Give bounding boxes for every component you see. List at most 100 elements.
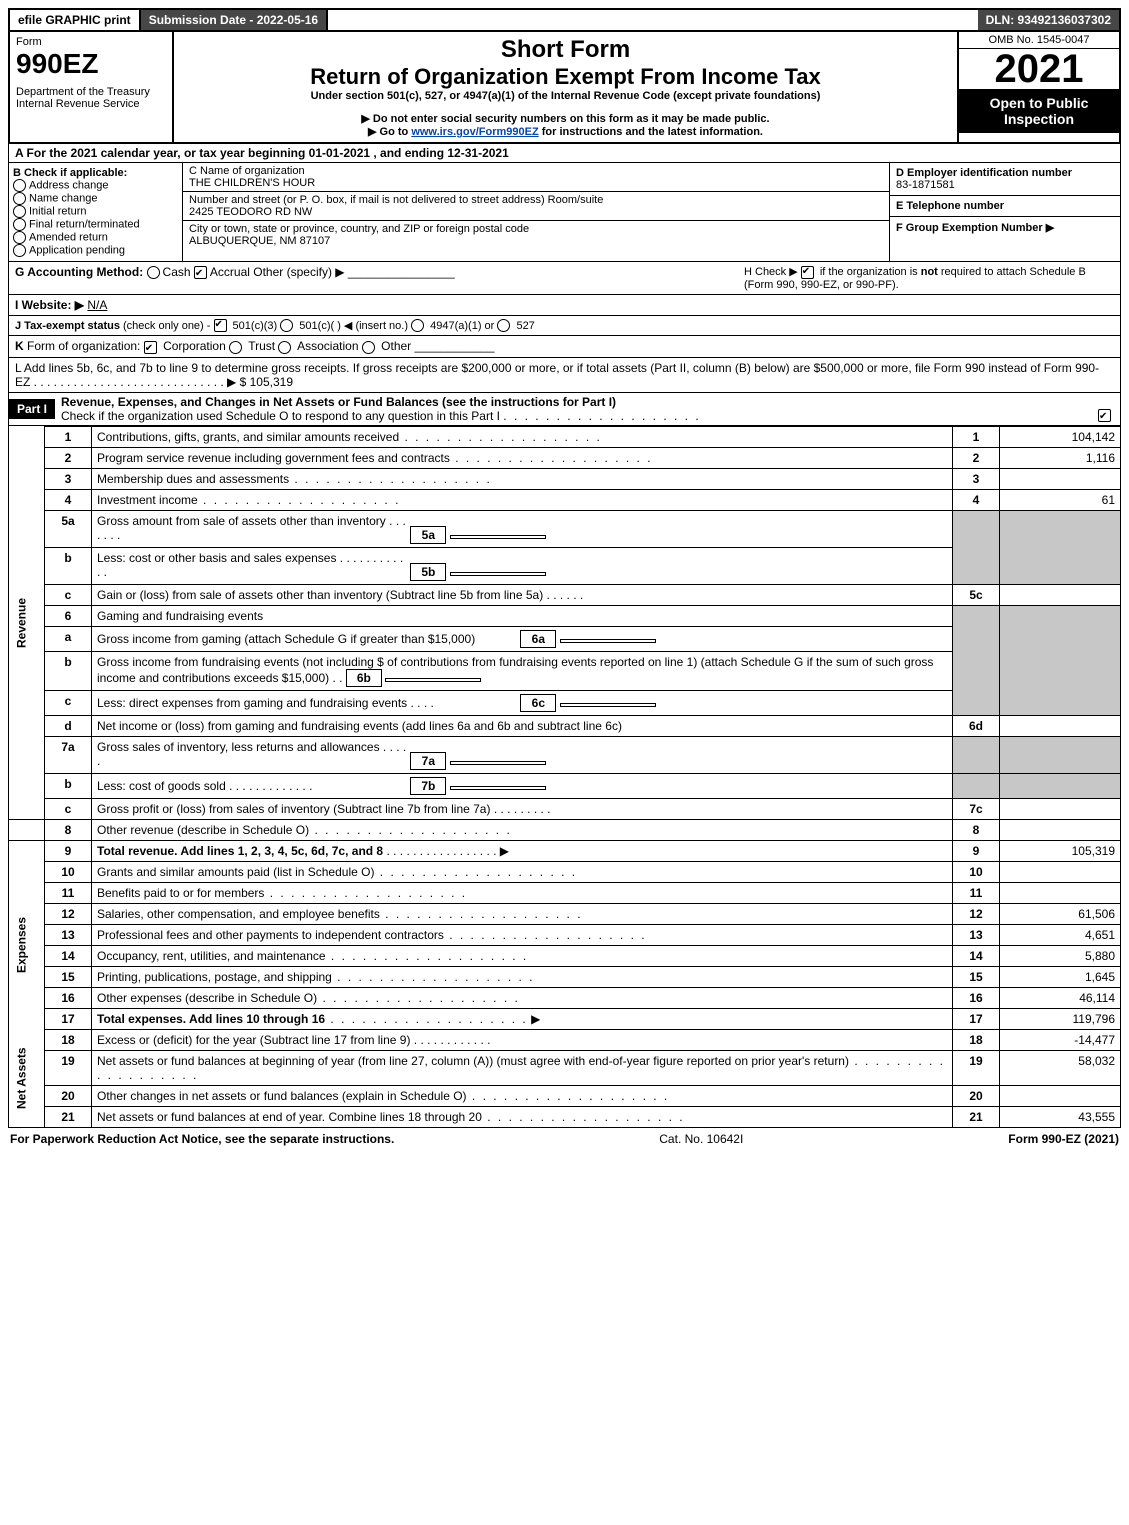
line-7a: Gross sales of inventory, less returns a…	[92, 736, 953, 773]
chk-association[interactable]	[278, 341, 291, 354]
line-9: Total revenue. Add lines 1, 2, 3, 4, 5c,…	[92, 840, 953, 861]
side-netassets: Net Assets	[9, 1029, 45, 1127]
accounting-method: G Accounting Method: Cash Accrual Other …	[15, 265, 744, 291]
line-3: Membership dues and assessments	[92, 468, 953, 489]
line-5c: Gain or (loss) from sale of assets other…	[92, 584, 953, 605]
line-11: Benefits paid to or for members	[92, 882, 953, 903]
amt-19: 58,032	[1000, 1050, 1121, 1085]
open-inspection: Open to Public Inspection	[959, 89, 1119, 133]
return-title: Return of Organization Exempt From Incom…	[178, 64, 953, 90]
tax-year: 2021	[959, 49, 1119, 89]
form-word: Form	[16, 36, 166, 48]
col-def: D Employer identification number 83-1871…	[890, 163, 1120, 261]
part1-header: Part I Revenue, Expenses, and Changes in…	[8, 393, 1121, 426]
line-2: Program service revenue including govern…	[92, 447, 953, 468]
line-1: Contributions, gifts, grants, and simila…	[92, 426, 953, 447]
row-k: K Form of organization: Corporation Trus…	[8, 336, 1121, 357]
line-6a: Gross income from gaming (attach Schedul…	[92, 626, 953, 651]
website-value: N/A	[87, 298, 107, 312]
chk-cash[interactable]	[147, 266, 160, 279]
line-5a: Gross amount from sale of assets other t…	[92, 510, 953, 547]
amt-4: 61	[1000, 489, 1121, 510]
amt-14: 5,880	[1000, 945, 1121, 966]
header-right: OMB No. 1545-0047 2021 Open to Public In…	[957, 32, 1119, 142]
footer-left: For Paperwork Reduction Act Notice, see …	[10, 1132, 394, 1146]
chk-trust[interactable]	[229, 341, 242, 354]
row-j: J Tax-exempt status (check only one) - 5…	[8, 316, 1121, 337]
footer-mid: Cat. No. 10642I	[394, 1132, 1008, 1146]
line-10: Grants and similar amounts paid (list in…	[92, 861, 953, 882]
line-18: Excess or (deficit) for the year (Subtra…	[92, 1029, 953, 1050]
line-8: Other revenue (describe in Schedule O)	[92, 819, 953, 840]
under-section: Under section 501(c), 527, or 4947(a)(1)…	[178, 90, 953, 102]
amt-10	[1000, 861, 1121, 882]
chk-schedule-b[interactable]	[801, 266, 814, 279]
ein-block: D Employer identification number 83-1871…	[890, 163, 1120, 196]
side-revenue: Revenue	[9, 426, 45, 819]
city-block: City or town, state or province, country…	[183, 221, 889, 249]
line-21: Net assets or fund balances at end of ye…	[92, 1106, 953, 1127]
dln-label: DLN: 93492136037302	[978, 10, 1119, 30]
line-6c: Less: direct expenses from gaming and fu…	[92, 690, 953, 715]
line-6b: Gross income from fundraising events (no…	[92, 651, 953, 690]
form-header: Form 990EZ Department of the Treasury In…	[8, 32, 1121, 144]
line-15: Printing, publications, postage, and shi…	[92, 966, 953, 987]
efile-label: efile GRAPHIC print	[10, 10, 139, 30]
chk-501c[interactable]	[280, 319, 293, 332]
amt-3	[1000, 468, 1121, 489]
amt-16: 46,114	[1000, 987, 1121, 1008]
page-footer: For Paperwork Reduction Act Notice, see …	[8, 1128, 1121, 1150]
lines-table: Revenue 1Contributions, gifts, grants, a…	[8, 426, 1121, 1128]
row-i: I Website: ▶ N/A	[8, 295, 1121, 316]
part1-tag: Part I	[9, 399, 55, 419]
submission-date: Submission Date - 2022-05-16	[139, 10, 328, 30]
amt-20	[1000, 1085, 1121, 1106]
ein-value: 83-1871581	[896, 179, 955, 191]
line-14: Occupancy, rent, utilities, and maintena…	[92, 945, 953, 966]
tel-block: E Telephone number	[890, 196, 1120, 217]
irs-link[interactable]: www.irs.gov/Form990EZ	[411, 126, 538, 138]
row-l: L Add lines 5b, 6c, and 7b to line 9 to …	[8, 358, 1121, 393]
chk-name-change[interactable]	[13, 192, 26, 205]
line-4: Investment income	[92, 489, 953, 510]
chk-527[interactable]	[497, 319, 510, 332]
row-a: A For the 2021 calendar year, or tax yea…	[8, 144, 1121, 163]
line-7c: Gross profit or (loss) from sales of inv…	[92, 798, 953, 819]
chk-schedule-o[interactable]	[1098, 409, 1111, 422]
chk-application-pending[interactable]	[13, 244, 26, 257]
chk-initial-return[interactable]	[13, 205, 26, 218]
part1-title: Revenue, Expenses, and Changes in Net As…	[55, 393, 1120, 425]
chk-corporation[interactable]	[144, 341, 157, 354]
block-bcdef: B Check if applicable: Address change Na…	[8, 163, 1121, 262]
chk-final-return[interactable]	[13, 218, 26, 231]
line-19: Net assets or fund balances at beginning…	[92, 1050, 953, 1085]
line-6: Gaming and fundraising events	[92, 605, 953, 626]
row-g-h: G Accounting Method: Cash Accrual Other …	[8, 262, 1121, 295]
amt-17: 119,796	[1000, 1008, 1121, 1029]
short-form-title: Short Form	[178, 36, 953, 64]
amt-13: 4,651	[1000, 924, 1121, 945]
amt-6d	[1000, 715, 1121, 736]
line-17: Total expenses. Add lines 10 through 16 …	[92, 1008, 953, 1029]
org-city: ALBUQUERQUE, NM 87107	[189, 235, 330, 247]
topbar-spacer	[328, 10, 977, 30]
chk-amended-return[interactable]	[13, 231, 26, 244]
col-c: C Name of organization THE CHILDREN'S HO…	[183, 163, 890, 261]
amt-18: -14,477	[1000, 1029, 1121, 1050]
warn-ssn: ▶ Do not enter social security numbers o…	[178, 112, 953, 125]
footer-right: Form 990-EZ (2021)	[1008, 1132, 1119, 1146]
dept-label: Department of the Treasury Internal Reve…	[16, 86, 166, 110]
amt-7c	[1000, 798, 1121, 819]
amt-15: 1,645	[1000, 966, 1121, 987]
chk-address-change[interactable]	[13, 179, 26, 192]
amt-9: 105,319	[1000, 840, 1121, 861]
header-center: Short Form Return of Organization Exempt…	[174, 32, 957, 142]
header-left: Form 990EZ Department of the Treasury In…	[10, 32, 174, 142]
line-20: Other changes in net assets or fund bala…	[92, 1085, 953, 1106]
chk-501c3[interactable]	[214, 319, 227, 332]
line-12: Salaries, other compensation, and employ…	[92, 903, 953, 924]
amt-21: 43,555	[1000, 1106, 1121, 1127]
chk-4947[interactable]	[411, 319, 424, 332]
chk-other-org[interactable]	[362, 341, 375, 354]
chk-accrual[interactable]	[194, 266, 207, 279]
